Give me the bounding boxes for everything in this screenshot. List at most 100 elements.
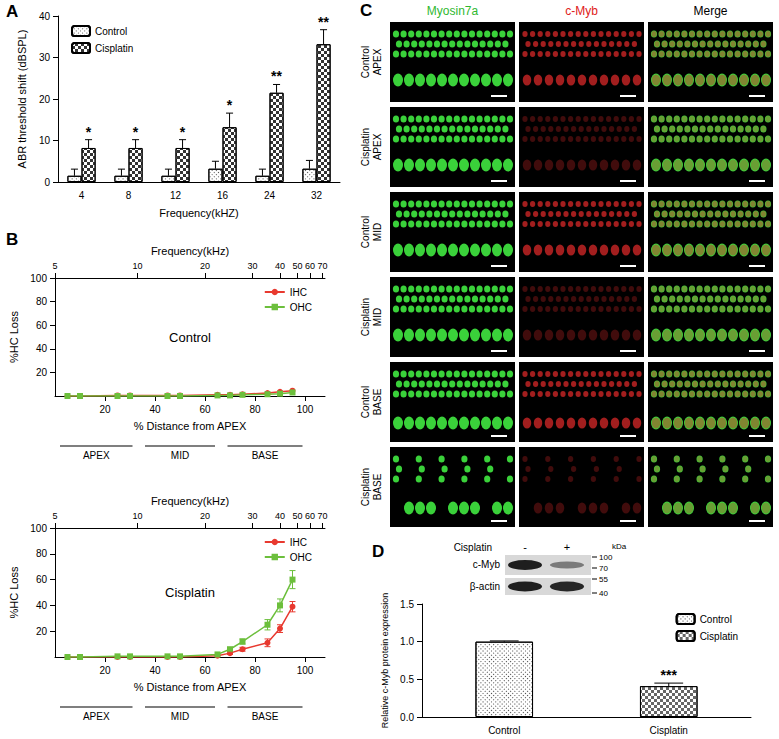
svg-text:60: 60 [36, 574, 48, 585]
svg-text:Cisplatin: Cisplatin [360, 128, 371, 166]
svg-text:Frequency(kHZ): Frequency(kHZ) [159, 207, 238, 219]
svg-text:c-Myb: c-Myb [473, 559, 501, 570]
svg-text:50: 50 [292, 261, 302, 271]
svg-text:Cisplatin: Cisplatin [95, 43, 133, 54]
svg-text:Cisplatin: Cisplatin [360, 468, 371, 506]
svg-text:40: 40 [36, 600, 48, 611]
svg-text:5: 5 [52, 261, 57, 271]
svg-text:MID: MID [171, 711, 189, 722]
svg-text:Cisplatin: Cisplatin [700, 631, 738, 642]
svg-text:% Distance from APEX: % Distance from APEX [134, 420, 247, 432]
svg-text:ABR threshold shift (dBSPL): ABR threshold shift (dBSPL) [16, 30, 28, 169]
svg-text:Cisplatin: Cisplatin [454, 542, 492, 553]
svg-text:12: 12 [170, 190, 182, 201]
svg-text:MID: MID [171, 450, 189, 461]
svg-text:4: 4 [79, 190, 85, 201]
svg-text:% Distance from APEX: % Distance from APEX [134, 681, 247, 693]
svg-text:80: 80 [249, 665, 261, 676]
svg-text:0.0: 0.0 [400, 712, 414, 723]
svg-text:***: *** [661, 667, 678, 683]
svg-text:Relative c-Myb protein express: Relative c-Myb protein expression [380, 593, 390, 729]
svg-text:%HC Loss: %HC Loss [8, 566, 20, 618]
svg-text:Control: Control [488, 725, 520, 736]
svg-text:40: 40 [149, 404, 161, 415]
svg-text:30: 30 [39, 52, 51, 63]
svg-text:APEX: APEX [83, 711, 110, 722]
svg-text:70: 70 [599, 564, 608, 573]
svg-text:APEX: APEX [83, 450, 110, 461]
svg-text:40: 40 [275, 261, 285, 271]
svg-text:Control: Control [360, 216, 371, 248]
svg-text:Cisplatin: Cisplatin [360, 298, 371, 336]
svg-text:55: 55 [599, 575, 608, 584]
svg-text:60: 60 [36, 320, 48, 331]
svg-text:Frequency(kHz): Frequency(kHz) [151, 495, 229, 507]
svg-text:MID: MID [372, 223, 383, 241]
svg-text:Control: Control [169, 330, 211, 345]
svg-text:20: 20 [200, 261, 210, 271]
svg-text:Cisplatin: Cisplatin [165, 585, 215, 600]
svg-text:10: 10 [132, 261, 142, 271]
svg-text:Frequency(kHz): Frequency(kHz) [151, 245, 229, 257]
svg-text:Merge: Merge [693, 4, 727, 18]
svg-text:70: 70 [317, 511, 327, 521]
svg-text:0: 0 [44, 177, 50, 188]
svg-text:MID: MID [372, 308, 383, 326]
svg-text:20: 20 [99, 665, 111, 676]
svg-text:1.0: 1.0 [400, 636, 414, 647]
svg-text:80: 80 [36, 296, 48, 307]
svg-text:β-actin: β-actin [470, 581, 500, 592]
svg-text:Control: Control [360, 386, 371, 418]
svg-text:C: C [360, 1, 372, 20]
svg-text:60: 60 [199, 404, 211, 415]
svg-text:60: 60 [199, 665, 211, 676]
svg-text:20: 20 [200, 511, 210, 521]
svg-text:100: 100 [297, 404, 314, 415]
svg-text:APEX: APEX [372, 48, 383, 75]
svg-text:10: 10 [132, 511, 142, 521]
svg-text:100: 100 [297, 665, 314, 676]
svg-text:**: ** [271, 68, 282, 84]
svg-text:kDa: kDa [612, 542, 627, 551]
svg-text:BASE: BASE [372, 473, 383, 500]
svg-text:30: 30 [247, 261, 257, 271]
svg-text:IHC: IHC [290, 537, 307, 548]
svg-text:40: 40 [275, 511, 285, 521]
svg-text:60: 60 [305, 261, 315, 271]
svg-text:70: 70 [317, 261, 327, 271]
svg-text:c-Myb: c-Myb [565, 4, 598, 18]
svg-text:1.5: 1.5 [400, 599, 414, 610]
svg-text:BASE: BASE [252, 711, 279, 722]
svg-text:*: * [180, 124, 186, 140]
svg-text:Cisplatin: Cisplatin [650, 725, 688, 736]
svg-text:50: 50 [292, 511, 302, 521]
svg-text:%HC Loss: %HC Loss [8, 311, 20, 363]
svg-text:*: * [133, 124, 139, 140]
svg-text:40: 40 [599, 589, 608, 598]
svg-text:40: 40 [36, 343, 48, 354]
svg-text:20: 20 [36, 367, 48, 378]
svg-text:32: 32 [311, 190, 323, 201]
svg-text:100: 100 [30, 523, 47, 534]
svg-text:+: + [564, 541, 570, 553]
svg-text:20: 20 [39, 94, 51, 105]
svg-text:BASE: BASE [372, 388, 383, 415]
svg-text:40: 40 [149, 665, 161, 676]
svg-text:24: 24 [264, 190, 276, 201]
svg-text:Myosin7a: Myosin7a [427, 4, 479, 18]
svg-text:OHC: OHC [290, 302, 312, 313]
svg-text:5: 5 [52, 511, 57, 521]
svg-text:0.5: 0.5 [400, 674, 414, 685]
svg-text:20: 20 [99, 404, 111, 415]
svg-text:Control: Control [700, 614, 732, 625]
svg-text:40: 40 [39, 11, 51, 22]
svg-text:IHC: IHC [290, 287, 307, 298]
svg-text:80: 80 [249, 404, 261, 415]
svg-text:20: 20 [36, 626, 48, 637]
svg-text:OHC: OHC [290, 552, 312, 563]
svg-text:30: 30 [247, 511, 257, 521]
svg-text:16: 16 [217, 190, 229, 201]
svg-text:10: 10 [39, 135, 51, 146]
svg-text:*: * [86, 124, 92, 140]
svg-text:**: ** [318, 14, 329, 30]
